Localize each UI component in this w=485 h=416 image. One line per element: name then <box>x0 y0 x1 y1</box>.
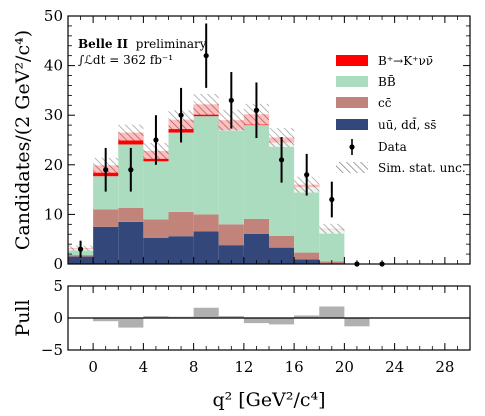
main-y-tick-label-10: 10 <box>44 205 63 223</box>
x-tick-label-24: 24 <box>385 358 404 376</box>
pull-bar-7 <box>243 318 269 324</box>
pull-bar-10 <box>319 306 345 318</box>
stack-bar-0-bin-2 <box>118 221 144 264</box>
stack-bar-0-bin-8 <box>269 247 295 264</box>
legend-label-data: Data <box>378 140 407 154</box>
legend-label-bbbar: BB̄ <box>378 74 396 89</box>
main-y-tick-label-30: 30 <box>44 106 63 124</box>
stack-bar-1-bin-2 <box>118 207 144 222</box>
pull-y-axis-label: Pull <box>12 299 34 336</box>
stack-bar-2-bin-9 <box>294 187 320 253</box>
main-x-ticks <box>67 16 471 264</box>
stack-bar-1-bin-6 <box>218 224 244 246</box>
stack-bar-2-bin-10 <box>319 229 345 262</box>
stack-bar-0-bin-6 <box>218 245 244 264</box>
main-y-axis-label: Candidates/(2 GeV²/c⁴) <box>12 30 34 250</box>
pull-bar-4 <box>168 316 194 318</box>
legend-label-signal: B⁺→K⁺νν̄ <box>378 54 433 68</box>
pull-bar-2 <box>118 318 144 328</box>
pull-bar-1 <box>93 318 119 322</box>
pull-y-axis: −5 0 5 <box>41 277 470 359</box>
legend-swatch-bbbar <box>336 76 368 87</box>
stack-bar-2-bin-5 <box>193 116 219 215</box>
data-point-8 <box>278 157 285 163</box>
stack-bar-1-bin-5 <box>193 214 219 232</box>
data-point-5 <box>203 53 209 59</box>
stack-bar-1-bin-7 <box>243 218 269 234</box>
x-axis: 0 4 8 12 16 20 24 28 <box>67 286 471 376</box>
stack-bar-1-bin-8 <box>269 235 295 248</box>
svg-text:Belle II preliminary: Belle II preliminary <box>78 37 207 51</box>
legend-label-ccbar: cc̄ <box>378 96 392 110</box>
experiment-annotation: Belle II preliminary ∫ℒdt = 362 fb⁻¹ <box>78 37 207 67</box>
x-tick-label-8: 8 <box>189 358 199 376</box>
data-point-6 <box>228 97 234 103</box>
data-point-9 <box>304 172 310 178</box>
main-panel: 0 10 20 30 40 50 Candidates/(2 GeV²/c⁴) <box>12 7 471 273</box>
data-point-7 <box>253 107 260 113</box>
stack-bar-1-bin-4 <box>168 211 194 237</box>
pull-y-tick-label-5: 5 <box>53 277 63 295</box>
pull-bar-8 <box>269 318 295 325</box>
main-y-tick-label-0: 0 <box>53 255 63 273</box>
x-tick-label-16: 16 <box>285 358 304 376</box>
stack-bar-0-bin-4 <box>168 236 194 264</box>
data-point-10 <box>329 196 335 203</box>
x-tick-label-12: 12 <box>234 358 253 376</box>
main-plot-area <box>68 23 385 267</box>
stack-bar-2-bin-7 <box>243 125 269 219</box>
pull-bar-3 <box>143 316 169 318</box>
x-tick-label-20: 20 <box>335 358 354 376</box>
data-point-0 <box>77 246 84 252</box>
pull-bar-6 <box>218 316 244 318</box>
pull-plot-area <box>68 306 470 328</box>
main-y-tick-label-20: 20 <box>44 156 63 174</box>
pull-y-tick-label-0: 0 <box>53 309 63 327</box>
main-y-tick-label-40: 40 <box>44 57 63 75</box>
pull-bar-11 <box>344 318 370 327</box>
stack-bar-0-bin-7 <box>243 233 269 264</box>
stack-bar-0-bin-3 <box>143 237 169 264</box>
legend-label-sim-unc: Sim. stat. unc. <box>378 161 466 175</box>
stack-bar-1-bin-9 <box>294 252 320 260</box>
sim-unc-band-2 <box>118 124 144 141</box>
main-y-axis: 0 10 20 30 40 50 <box>44 7 470 273</box>
x-tick-label-28: 28 <box>435 358 454 376</box>
stack-bar-1-bin-3 <box>143 219 169 238</box>
status-label: preliminary <box>136 37 207 51</box>
data-point-1 <box>103 167 109 173</box>
data-point-4 <box>178 112 184 118</box>
legend-label-light-quarks: uū, dd̄, ss̄ <box>378 116 436 132</box>
pull-bar-9 <box>294 315 320 318</box>
pull-panel: −5 0 5 0 4 8 12 16 20 24 28 Pull q² [GeV²/c⁴] <box>12 277 471 411</box>
legend-swatch-ccbar <box>336 97 368 108</box>
x-tick-label-0: 0 <box>88 358 98 376</box>
stack-bar-2-bin-4 <box>168 132 194 212</box>
stack-bar-1-bin-1 <box>93 209 119 227</box>
pull-bar-5 <box>193 307 219 318</box>
legend-swatch-signal <box>336 55 368 66</box>
main-y-tick-label-50: 50 <box>44 7 63 25</box>
legend-swatch-sim-unc <box>336 162 368 173</box>
pull-y-tick-label--5: −5 <box>41 341 63 359</box>
legend: B⁺→K⁺νν̄ BB̄ cc̄ uū, dd̄, ss̄ Data Sim. … <box>336 54 466 175</box>
experiment-name: Belle II <box>78 37 128 51</box>
data-point-3 <box>153 137 159 143</box>
data-point-2 <box>128 167 134 173</box>
stack-bar-0-bin-1 <box>93 226 119 264</box>
stack-bar-0-bin-5 <box>193 231 219 264</box>
x-tick-label-4: 4 <box>139 358 149 376</box>
legend-swatch-light-quarks <box>336 119 368 130</box>
sim-unc-band-10 <box>319 223 345 234</box>
stack-bar-2-bin-3 <box>143 161 169 220</box>
legend-marker-data <box>349 139 355 155</box>
stack-bar-2-bin-6 <box>218 130 244 225</box>
sim-unc-band-5 <box>193 93 219 115</box>
x-axis-label: q² [GeV²/c⁴] <box>212 389 325 411</box>
luminosity-label: ∫ℒdt = 362 fb⁻¹ <box>78 53 173 67</box>
